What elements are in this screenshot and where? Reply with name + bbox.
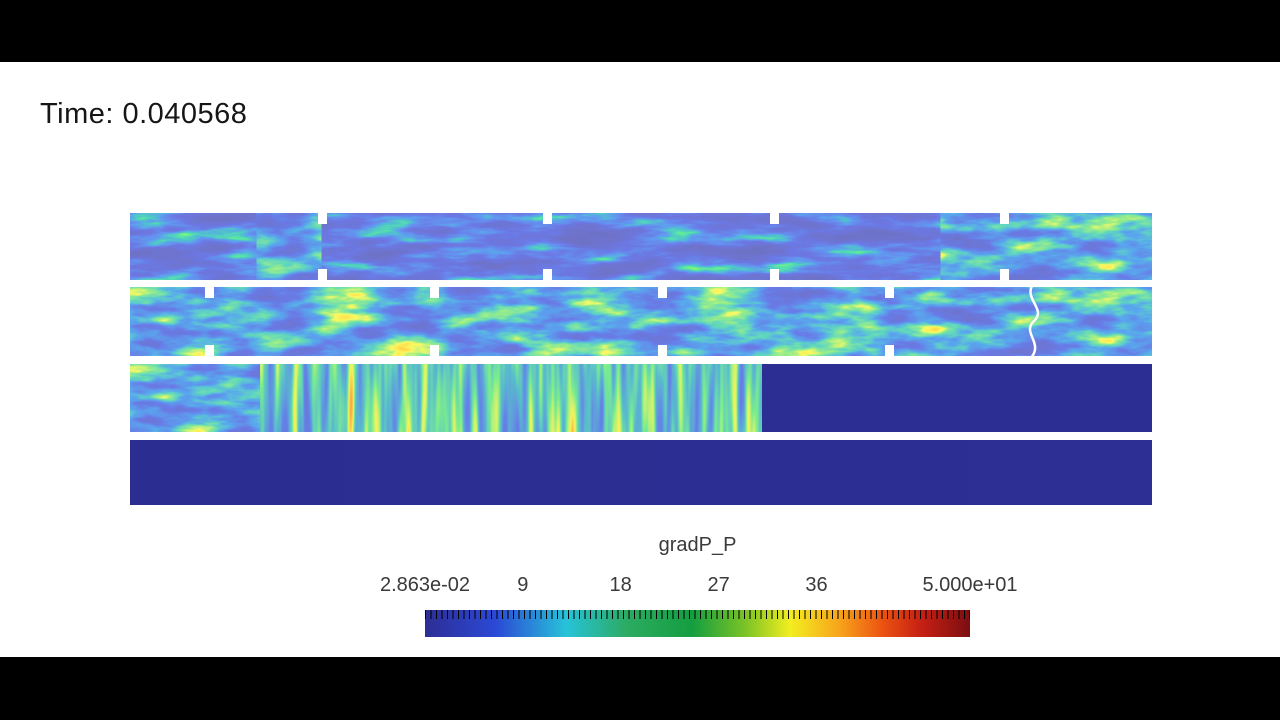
tick-label-9: 9	[517, 574, 529, 596]
block-gap	[430, 345, 439, 358]
letterbox-bottom	[0, 657, 1280, 720]
letterbox-top	[0, 0, 1280, 62]
tick-label-max: 5.000e+01	[922, 574, 1018, 596]
simulation-strip-2	[130, 285, 1152, 358]
block-gap	[658, 345, 667, 358]
block-gap	[543, 211, 552, 224]
block-gap	[770, 211, 779, 224]
strip-2-field-svg	[130, 287, 1152, 356]
block-gap	[658, 285, 667, 298]
simulation-strip-4	[130, 440, 1152, 505]
block-gap	[543, 269, 552, 282]
strip-1-field-svg	[130, 213, 1152, 280]
tick-label-min: 2.863e-02	[379, 574, 471, 596]
tick-label-27: 27	[707, 574, 730, 596]
block-gap	[1000, 269, 1009, 282]
block-gap	[885, 345, 894, 358]
simulation-strip-1	[130, 211, 1152, 282]
white-contour-line	[1028, 287, 1040, 356]
colorbar-tickmarks	[425, 610, 970, 619]
tick-label-18: 18	[609, 574, 632, 596]
block-gap	[318, 269, 327, 282]
colorbar-gradient	[425, 610, 970, 637]
colorbar-tick-labels: 2.863e-02 9 18 27 36 5.000e+01	[380, 574, 1018, 598]
tick-label-36: 36	[805, 574, 828, 596]
strip-3-field-svg	[130, 364, 1152, 432]
block-gap	[318, 211, 327, 224]
time-annotation: Time: 0.040568	[40, 98, 248, 130]
block-gap	[1000, 211, 1009, 224]
simulation-strip-3	[130, 364, 1152, 432]
block-gap	[885, 285, 894, 298]
block-gap	[770, 269, 779, 282]
block-gap	[205, 345, 214, 358]
colorbar-title: gradP_P	[658, 534, 737, 556]
render-viewport: Time: 0.040568	[0, 62, 1280, 657]
block-gap	[205, 285, 214, 298]
block-gap	[430, 285, 439, 298]
